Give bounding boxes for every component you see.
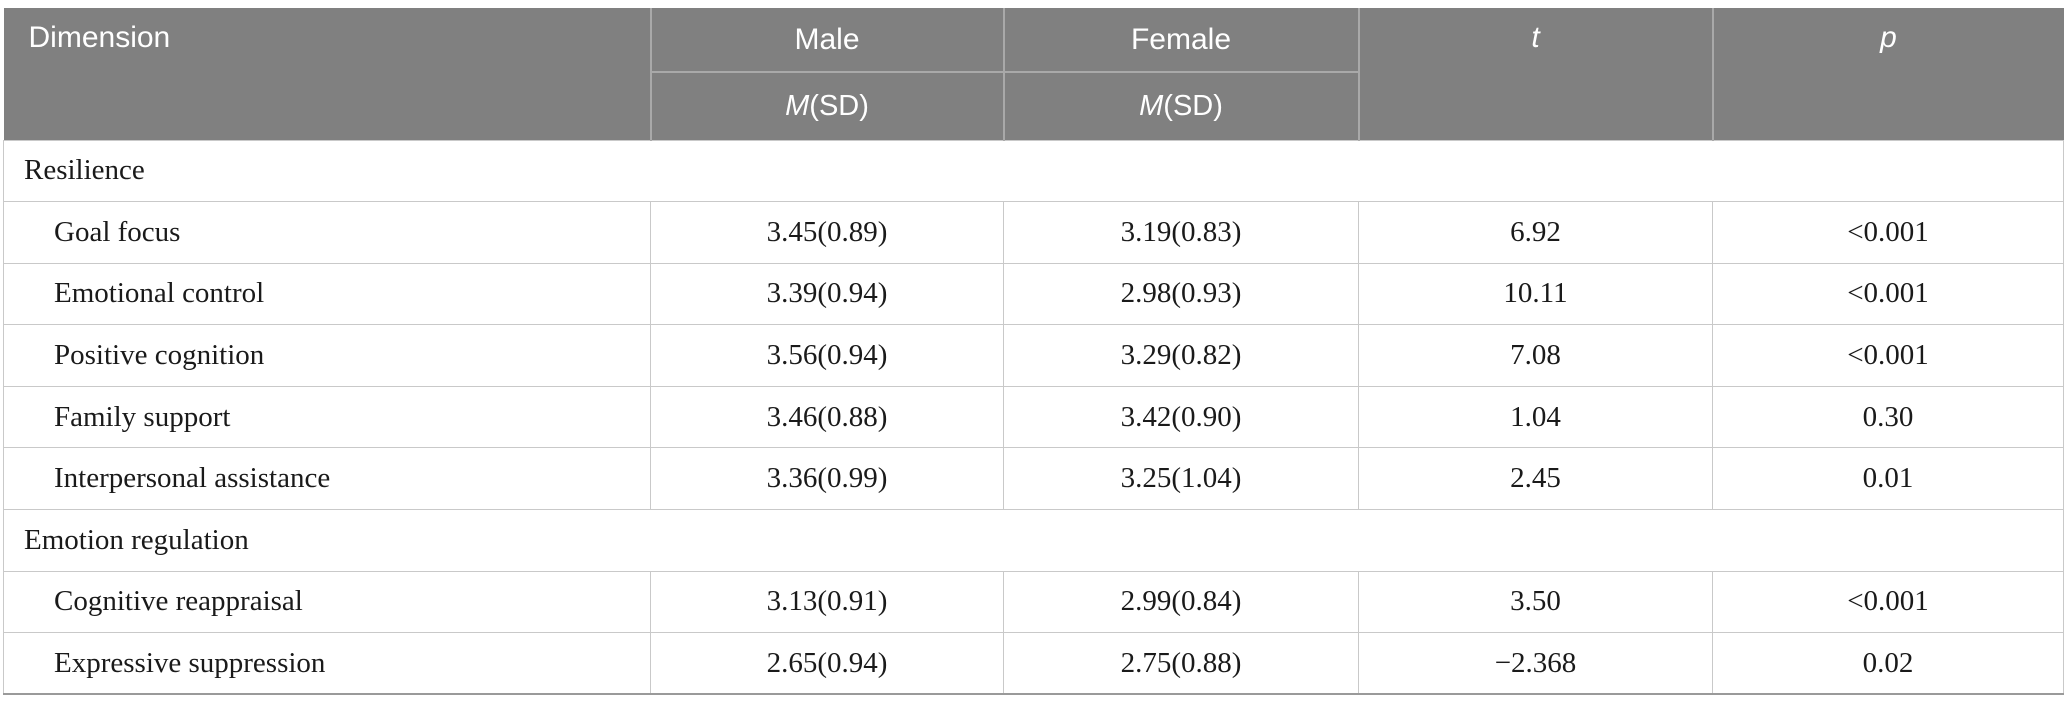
cell-p: 0.02	[1712, 632, 2064, 696]
col-header-p: p	[1711, 8, 2064, 140]
table-header: Dimension Male Female t p M(SD) M(SD)	[3, 8, 2064, 140]
table-row: Expressive suppression 2.65(0.94) 2.75(0…	[3, 632, 2064, 696]
cell-t: 10.11	[1358, 262, 1713, 326]
table-row: Interpersonal assistance 3.36(0.99) 3.25…	[3, 447, 2064, 511]
cell-t: 2.45	[1358, 447, 1713, 511]
cell-dimension: Family support	[3, 385, 651, 449]
table-row: Positive cognition 3.56(0.94) 3.29(0.82)…	[3, 324, 2064, 387]
cell-male: 3.36(0.99)	[650, 447, 1004, 511]
table-row: Emotional control 3.39(0.94) 2.98(0.93) …	[3, 262, 2064, 326]
group-label-emotion-regulation: Emotion regulation	[3, 509, 2064, 572]
cell-dimension: Cognitive reappraisal	[3, 570, 651, 634]
gender-comparison-table: Dimension Male Female t p M(SD) M(SD) Re…	[3, 8, 2064, 696]
cell-dimension: Interpersonal assistance	[3, 447, 651, 511]
cell-p: <0.001	[1712, 201, 2064, 264]
cell-dimension: Positive cognition	[3, 324, 651, 387]
table-group-row: Emotion regulation	[3, 509, 2064, 572]
cell-p: 0.30	[1712, 385, 2064, 449]
header-row-1: Dimension Male Female t p	[3, 8, 2064, 140]
cell-t: 7.08	[1358, 324, 1713, 387]
col-header-dimension: Dimension	[3, 8, 651, 140]
table-body: Resilience Goal focus 3.45(0.89) 3.19(0.…	[3, 139, 2064, 696]
cell-p: 0.01	[1712, 447, 2064, 511]
cell-dimension: Goal focus	[3, 201, 651, 264]
cell-male: 3.13(0.91)	[650, 570, 1004, 634]
table-row: Family support 3.46(0.88) 3.42(0.90) 1.0…	[3, 385, 2064, 449]
mean-symbol: M	[1139, 89, 1164, 122]
cell-male: 3.39(0.94)	[650, 262, 1004, 326]
table-row: Goal focus 3.45(0.89) 3.19(0.83) 6.92 <0…	[3, 201, 2064, 264]
cell-dimension: Emotional control	[3, 262, 651, 326]
col-header-male: Male	[649, 8, 1004, 73]
header-row-2: M(SD) M(SD)	[4, 72, 2064, 140]
subheader-female-msd: M(SD)	[1002, 72, 1359, 140]
table-row: Cognitive reappraisal 3.13(0.91) 2.99(0.…	[3, 570, 2064, 634]
table-group-row: Resilience	[3, 139, 2064, 203]
cell-p: <0.001	[1712, 570, 2064, 634]
cell-dimension: Expressive suppression	[3, 632, 651, 696]
mean-symbol: M	[785, 89, 810, 122]
sd-label: (SD)	[809, 89, 869, 122]
subheader-male-msd: M(SD)	[649, 72, 1004, 140]
cell-female: 3.29(0.82)	[1003, 324, 1359, 387]
cell-male: 2.65(0.94)	[650, 632, 1004, 696]
cell-female: 2.99(0.84)	[1003, 570, 1359, 634]
cell-male: 3.46(0.88)	[650, 385, 1004, 449]
cell-male: 3.56(0.94)	[650, 324, 1004, 387]
col-header-t: t	[1357, 8, 1713, 140]
cell-t: 3.50	[1358, 570, 1713, 634]
cell-p: <0.001	[1712, 324, 2064, 387]
cell-t: −2.368	[1358, 632, 1713, 696]
cell-female: 2.98(0.93)	[1003, 262, 1359, 326]
group-label-resilience: Resilience	[3, 139, 2064, 203]
sd-label: (SD)	[1163, 89, 1223, 122]
cell-female: 3.25(1.04)	[1003, 447, 1359, 511]
cell-male: 3.45(0.89)	[650, 201, 1004, 264]
cell-t: 6.92	[1358, 201, 1713, 264]
cell-female: 3.19(0.83)	[1003, 201, 1359, 264]
cell-t: 1.04	[1358, 385, 1713, 449]
col-header-female: Female	[1002, 8, 1359, 73]
cell-female: 3.42(0.90)	[1003, 385, 1359, 449]
cell-p: <0.001	[1712, 262, 2064, 326]
cell-female: 2.75(0.88)	[1003, 632, 1359, 696]
